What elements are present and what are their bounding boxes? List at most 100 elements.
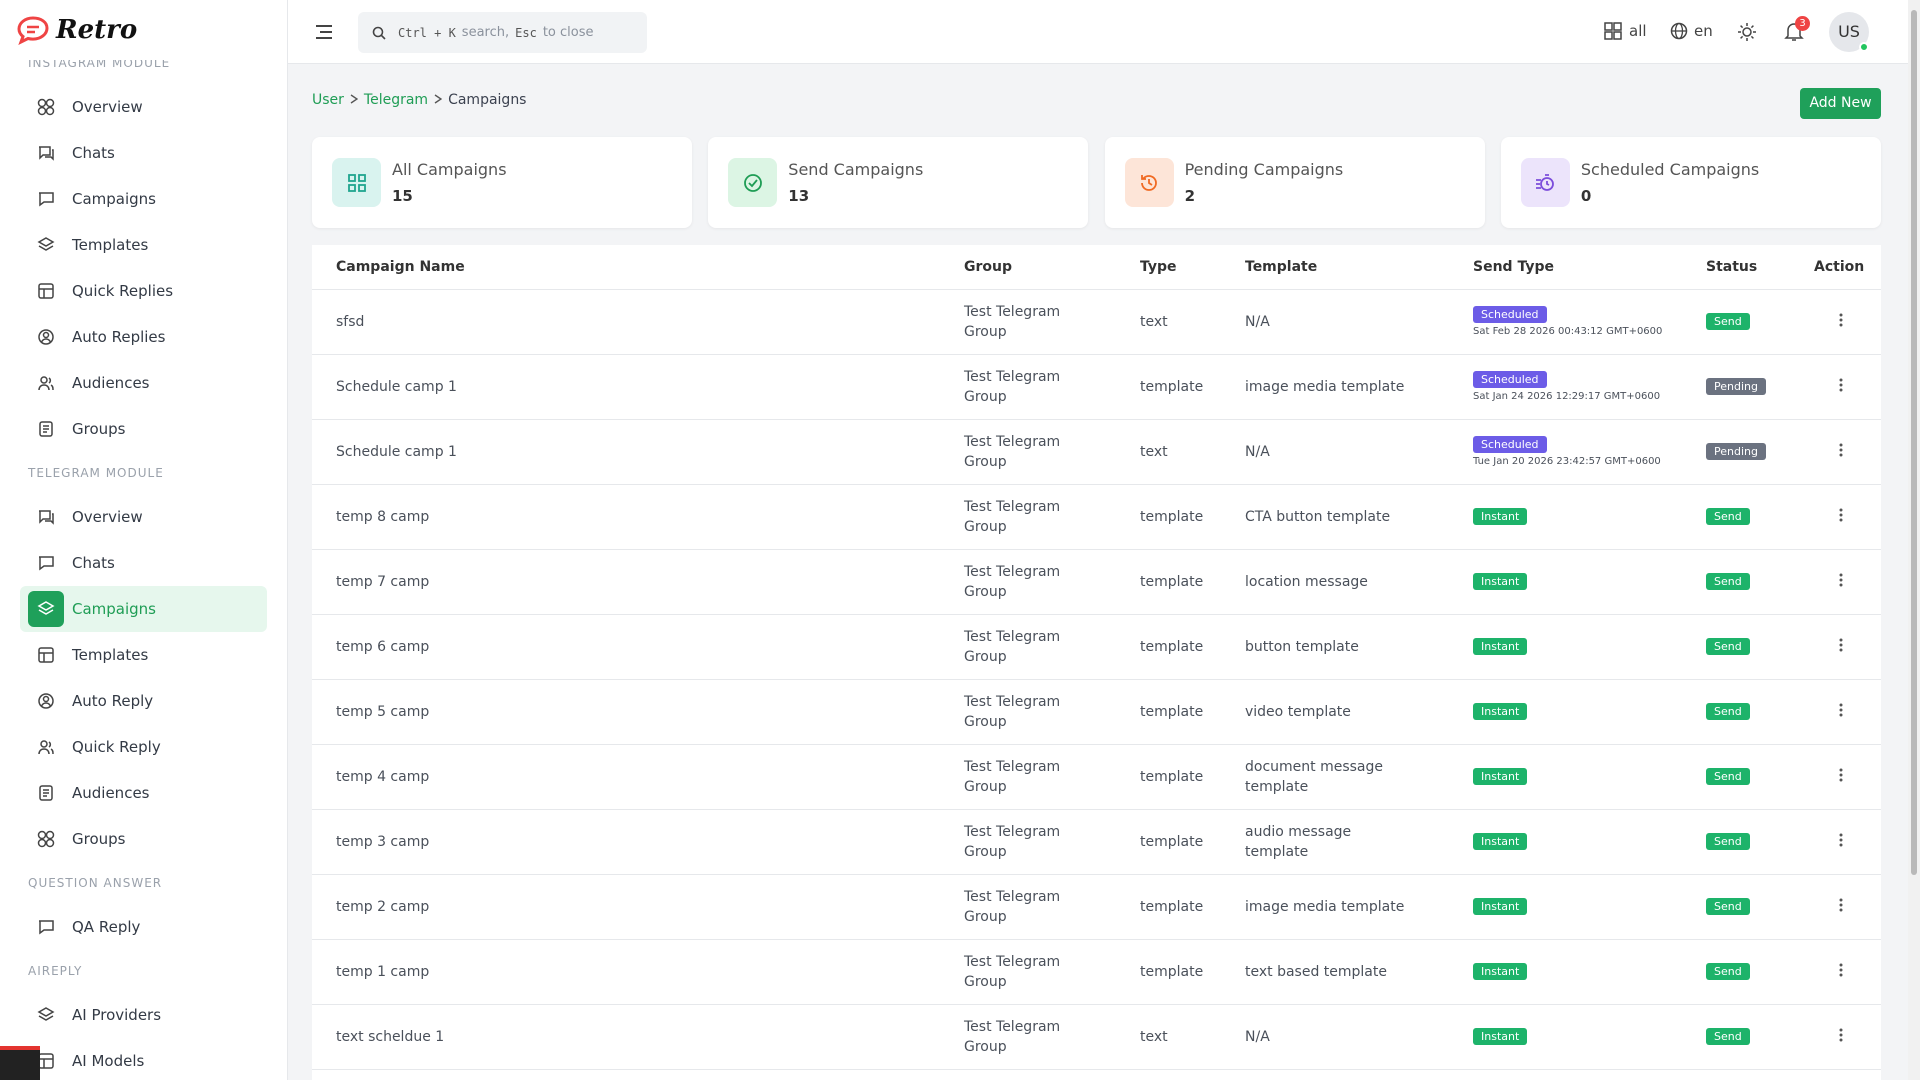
scrollbar[interactable] xyxy=(1908,0,1920,1080)
nav-item[interactable]: Audiences xyxy=(20,360,267,406)
add-button[interactable]: Add New xyxy=(1800,88,1881,119)
cell xyxy=(1814,549,1881,615)
status-badge: Send xyxy=(1706,313,1750,330)
cell: Send xyxy=(1706,549,1814,615)
nav-icon xyxy=(28,411,64,447)
group-name: Test Telegram Group xyxy=(964,1018,1061,1055)
stat-icon xyxy=(728,158,778,207)
nav-icon xyxy=(28,273,64,309)
group-name: Test Telegram Group xyxy=(964,758,1061,795)
status-badge: Send xyxy=(1706,833,1750,850)
template-name: audio message template xyxy=(1245,823,1352,860)
nav-item[interactable]: Chats xyxy=(20,130,267,176)
cell: Send xyxy=(1706,1004,1814,1070)
nav-label: Campaigns xyxy=(72,600,157,618)
nav-item[interactable]: Groups xyxy=(20,406,267,452)
action-menu[interactable] xyxy=(1838,1027,1844,1047)
cell xyxy=(1814,744,1881,810)
nav-item[interactable]: AI Providers xyxy=(20,992,267,1038)
nav-label: Chats xyxy=(72,144,115,162)
action-menu[interactable] xyxy=(1838,832,1844,852)
nav-item[interactable]: Campaigns xyxy=(20,176,267,222)
cell: image media template xyxy=(1245,354,1473,420)
send-type-badge: Instant xyxy=(1473,703,1528,720)
nav-item[interactable]: Overview xyxy=(20,494,267,540)
header-row: Campaign Name Group Type Template Send Type S… xyxy=(312,245,1881,290)
stat-text: Send Campaigns 13 xyxy=(788,160,923,205)
send-type-badge: Instant xyxy=(1473,768,1528,785)
template-name: document message template xyxy=(1245,758,1384,795)
action-menu[interactable] xyxy=(1838,507,1844,527)
cell xyxy=(1814,484,1881,550)
send-time: Sat Feb 28 2026 00:43:12 GMT+0600 xyxy=(1473,326,1663,337)
cell: Send xyxy=(1706,289,1814,355)
nav-label: Overview xyxy=(72,98,143,116)
breadcrumb-item[interactable]: Telegram xyxy=(363,92,429,108)
nav-item[interactable]: Templates xyxy=(20,222,267,268)
nav-item[interactable]: Chats xyxy=(20,540,267,586)
send-type-badge: Instant xyxy=(1473,963,1528,980)
action-menu[interactable] xyxy=(1838,767,1844,787)
action-menu[interactable] xyxy=(1838,572,1844,592)
cell: N/A xyxy=(1245,419,1473,485)
breadcrumb-item[interactable]: User xyxy=(312,92,344,108)
nav-icon xyxy=(28,821,64,857)
avatar[interactable]: US xyxy=(1829,12,1869,52)
cell xyxy=(1814,419,1881,485)
action-menu[interactable] xyxy=(1838,897,1844,917)
cell: Send xyxy=(1706,484,1814,550)
stat-label: All Campaigns xyxy=(392,160,507,179)
campaign-type: template xyxy=(1140,874,1245,940)
cell: Test Telegram Group xyxy=(964,939,1140,1005)
campaign-name: sfsd xyxy=(312,289,964,355)
column-header: Group xyxy=(964,245,1140,290)
nav-item[interactable]: Quick Replies xyxy=(20,268,267,314)
cell: Scheduled Sat Jan 24 2026 12:29:17 GMT+06… xyxy=(1473,354,1706,420)
nav-item[interactable]: Groups xyxy=(20,816,267,862)
nav-item[interactable]: Templates xyxy=(20,632,267,678)
cell: CTA button template xyxy=(1245,484,1473,550)
nav-item[interactable]: Quick Reply xyxy=(20,724,267,770)
action-menu[interactable] xyxy=(1838,702,1844,722)
cell xyxy=(1814,874,1881,940)
nav-label: Audiences xyxy=(72,374,150,392)
template-name: video template xyxy=(1245,703,1351,720)
language-label: en xyxy=(1694,22,1713,40)
cell: Instant xyxy=(1473,484,1706,550)
column-header: Action xyxy=(1814,245,1881,290)
workspace-switch[interactable]: all xyxy=(1604,22,1647,40)
campaign-table: Campaign Name Group Type Template Send Type S… xyxy=(312,245,1881,1080)
nav-item[interactable]: AI Models xyxy=(20,1038,267,1080)
nav-label: Groups xyxy=(72,420,126,438)
logo[interactable]: Retro xyxy=(0,0,287,60)
action-menu[interactable] xyxy=(1838,442,1844,462)
search-box[interactable]: Ctrl + K search, Esc to close xyxy=(358,12,647,53)
theme-toggle[interactable] xyxy=(1737,22,1757,42)
action-menu[interactable] xyxy=(1838,962,1844,982)
group-name: Test Telegram Group xyxy=(964,628,1061,665)
debug-bar[interactable] xyxy=(0,1046,40,1080)
cell: Test Telegram Group xyxy=(964,679,1140,745)
action-menu[interactable] xyxy=(1838,377,1844,397)
nav-label: Groups xyxy=(72,830,126,848)
breadcrumb-sep xyxy=(344,92,364,108)
globe-icon xyxy=(1670,22,1688,40)
action-menu[interactable] xyxy=(1838,312,1844,332)
nav-item[interactable]: QA Reply xyxy=(20,904,267,950)
nav-item[interactable]: Overview xyxy=(20,84,267,130)
nav-icon xyxy=(28,181,64,217)
action-menu[interactable] xyxy=(1838,637,1844,657)
nav-item[interactable]: Audiences xyxy=(20,770,267,816)
cell: Test Telegram Group xyxy=(964,354,1140,420)
nav-item[interactable]: Auto Replies xyxy=(20,314,267,360)
menu-toggle[interactable] xyxy=(314,22,334,42)
nav-item[interactable]: Auto Reply xyxy=(20,678,267,724)
template-name: CTA button template xyxy=(1245,508,1391,525)
language-switch[interactable]: en xyxy=(1670,22,1713,40)
breadcrumb-sep xyxy=(428,92,448,108)
notification-count: 3 xyxy=(1795,16,1810,31)
nav-item[interactable]: Campaigns xyxy=(20,586,267,632)
nav-icon xyxy=(28,319,64,355)
table-row: temp 4 camp Test Telegram Group template do… xyxy=(312,744,1881,810)
table-row: temp 2 camp Test Telegram Group template im… xyxy=(312,874,1881,940)
